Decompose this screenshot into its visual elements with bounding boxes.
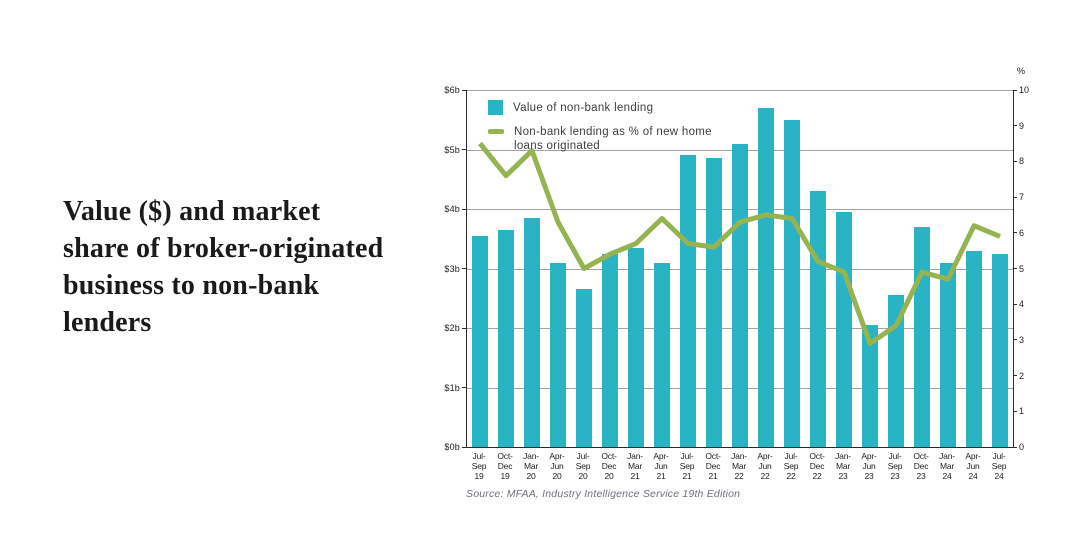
x-axis-tick-label: Jan- Mar 20 [523, 451, 539, 481]
right-axis-tick-label: 6 [1019, 227, 1025, 238]
right-axis-tick [1013, 268, 1017, 269]
x-axis-tick-label: Jul- Sep 20 [575, 451, 591, 481]
bar [524, 217, 540, 447]
left-axis-tick [462, 208, 466, 210]
right-axis-tick-label: 5 [1019, 263, 1025, 274]
legend-item-bars: Value of non-bank lending [488, 100, 712, 115]
bar [498, 229, 514, 447]
right-axis-tick-label: 8 [1019, 156, 1025, 167]
left-axis-tick [462, 89, 466, 91]
right-axis-tick-label: 2 [1019, 370, 1025, 381]
left-axis-tick [462, 446, 466, 448]
right-axis-tick [1013, 125, 1017, 127]
bar [472, 235, 488, 447]
bar [862, 325, 878, 447]
left-axis-tick-label: $1b [444, 382, 460, 393]
right-axis-tick [1013, 196, 1017, 198]
x-axis-tick-label: Jul- Sep 21 [679, 451, 695, 481]
x-axis-tick-label: Oct- Dec 20 [601, 451, 617, 481]
x-axis-tick-label: Jan- Mar 21 [627, 451, 643, 481]
bar [706, 158, 722, 447]
right-axis-tick [1013, 303, 1017, 305]
right-axis-tick-label: 10 [1019, 85, 1030, 95]
left-axis-tick-label: $3b [444, 263, 460, 274]
chart-legend: Value of non-bank lending Non-bank lendi… [488, 100, 712, 153]
legend-bar-swatch [488, 100, 503, 115]
right-axis-tick-label: 1 [1019, 406, 1025, 417]
x-axis-tick-label: Oct- Dec 19 [497, 451, 513, 481]
right-axis-tick [1013, 160, 1017, 162]
bar [602, 253, 618, 447]
x-axis-tick-label: Jul- Sep 23 [887, 451, 903, 481]
bar [628, 247, 644, 447]
bar [758, 107, 774, 447]
right-axis-tick-label: 0 [1019, 442, 1025, 452]
legend-item-line: Non-bank lending as % of new home loans … [488, 124, 712, 153]
right-axis-tick-label: 4 [1019, 299, 1025, 310]
bar [992, 253, 1008, 447]
right-axis-tick [1013, 375, 1017, 377]
left-axis-tick [462, 268, 466, 269]
right-axis-tick-label: 9 [1019, 120, 1025, 131]
bar [680, 155, 696, 447]
right-axis-tick [1013, 446, 1017, 448]
chart-plot-area: Value of non-bank lending Non-bank lendi… [466, 90, 1014, 448]
x-axis-tick-label: Oct- Dec 23 [913, 451, 929, 481]
left-axis-tick-label: $2b [444, 323, 460, 333]
x-axis-tick-label: Oct- Dec 22 [809, 451, 825, 481]
x-axis-tick-label: Apr- Jun 21 [653, 451, 669, 481]
x-axis-tick-label: Jul- Sep 22 [783, 451, 799, 481]
left-axis-tick-label: $5b [444, 144, 460, 155]
right-axis-tick-label: 3 [1019, 334, 1025, 345]
right-axis-unit-label: % [1017, 66, 1026, 76]
right-axis-tick [1013, 410, 1017, 412]
x-axis-tick-label: Apr- Jun 22 [757, 451, 773, 481]
left-axis-tick [462, 327, 466, 329]
bar [888, 295, 904, 447]
x-axis-tick-label: Jan- Mar 24 [939, 451, 955, 481]
bar [940, 262, 956, 447]
legend-line-swatch [488, 129, 504, 134]
x-axis-tick-label: Apr- Jun 24 [965, 451, 981, 481]
chart-title: Value ($) and market share of broker-ori… [63, 196, 384, 338]
legend-bar-label: Value of non-bank lending [513, 102, 654, 114]
left-axis-tick-label: $6b [444, 85, 460, 95]
gridline [467, 90, 1013, 91]
x-axis-tick-label: Jul- Sep 19 [471, 451, 487, 481]
source-note: Source: MFAA, Industry Intelligence Serv… [466, 488, 741, 500]
right-axis-tick-label: 7 [1019, 192, 1025, 203]
right-axis-tick [1013, 89, 1017, 91]
left-axis-tick-label: $0b [444, 442, 460, 452]
bar [966, 250, 982, 447]
left-axis-tick-label: $4b [444, 204, 460, 214]
bar [654, 262, 670, 447]
line-series [478, 141, 1001, 346]
x-axis-tick-label: Apr- Jun 20 [549, 451, 565, 481]
left-axis-tick [462, 387, 466, 388]
bar [576, 289, 592, 447]
x-axis-tick-label: Oct- Dec 21 [705, 451, 721, 481]
x-axis-tick-label: Jan- Mar 22 [731, 451, 747, 481]
right-axis-tick [1013, 339, 1017, 341]
x-axis-tick-label: Apr- Jun 23 [861, 451, 877, 481]
x-axis-tick-label: Jul- Sep 24 [991, 451, 1007, 481]
right-axis-tick [1013, 232, 1017, 234]
legend-line-label: Non-bank lending as % of new home loans … [514, 126, 712, 152]
bar [550, 262, 566, 447]
x-axis-tick-label: Jan- Mar 23 [835, 451, 851, 481]
bar [784, 119, 800, 447]
left-axis-tick [462, 149, 466, 150]
